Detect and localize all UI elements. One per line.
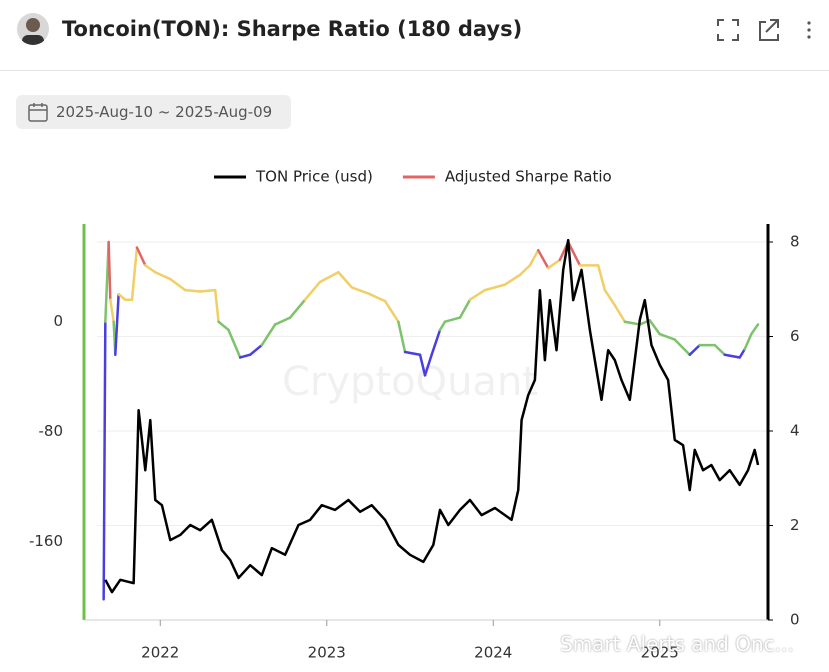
sharpe-segment xyxy=(130,246,139,301)
sharpe-segment xyxy=(107,240,112,301)
date-range-text: 2025-Aug-10 ~ 2025-Aug-09 xyxy=(56,103,273,121)
sharpe-segment xyxy=(566,240,582,267)
avatar xyxy=(17,13,49,45)
sharpe-segment xyxy=(468,288,487,301)
sharpe-segment xyxy=(238,353,252,359)
sharpe-segment xyxy=(318,270,340,284)
open-icon[interactable] xyxy=(759,19,779,41)
sharpe-segment xyxy=(603,288,617,307)
sharpe-segment xyxy=(303,280,322,301)
sharpe-segment xyxy=(273,316,292,326)
sharpe-segment xyxy=(109,298,115,323)
sharpe-segment xyxy=(144,264,157,274)
sharpe-segment xyxy=(438,320,447,332)
sharpe-segment xyxy=(418,353,427,377)
x-tick-label: 2022 xyxy=(141,644,179,662)
sharpe-segment xyxy=(546,258,562,270)
sharpe-segment xyxy=(536,248,550,270)
calendar-icon xyxy=(28,103,48,122)
sharpe-segment xyxy=(154,270,172,281)
date-range[interactable]: 2025-Aug-10 ~ 2025-Aug-09 xyxy=(16,95,291,129)
y2-tick-label: 2 xyxy=(790,516,800,534)
sharpe-segment xyxy=(658,332,677,341)
sharpe-segment xyxy=(443,316,462,323)
sharpe-segment xyxy=(383,299,400,323)
watermark: CryptoQuant xyxy=(282,359,538,405)
y2-tick-label: 4 xyxy=(790,422,800,440)
sharpe-segment xyxy=(613,303,627,323)
x-tick-label: 2024 xyxy=(474,644,512,662)
sharpe-segment xyxy=(673,338,691,356)
sharpe-segment xyxy=(248,343,264,356)
legend-label: TON Price (usd) xyxy=(255,168,373,186)
y2-tick-label: 0 xyxy=(790,611,800,629)
sharpe-segment xyxy=(750,323,760,336)
sharpe-segment xyxy=(483,283,507,292)
sharpe-segment xyxy=(743,332,753,351)
sharpe-segment xyxy=(738,347,746,359)
header: Toncoin(TON): Sharpe Ratio (180 days) xyxy=(0,0,829,71)
sharpe-segment xyxy=(648,319,662,336)
sharpe-segment xyxy=(430,328,442,356)
x-tick-label: 2023 xyxy=(308,644,346,662)
sharpe-segment xyxy=(723,353,741,359)
sharpe-segment xyxy=(596,264,607,292)
toolbar[interactable] xyxy=(716,18,826,44)
sharpe-segment xyxy=(183,288,202,293)
legend-label: Adjusted Sharpe Ratio xyxy=(445,168,612,186)
sharpe-segment xyxy=(102,320,107,601)
title: Toncoin(TON): Sharpe Ratio (180 days) xyxy=(62,17,523,41)
sharpe-segment xyxy=(288,298,307,319)
sharpe-segment xyxy=(169,277,187,292)
avatar-icon xyxy=(22,18,44,45)
sharpe-segment xyxy=(403,350,422,356)
sharpe-segment xyxy=(458,298,472,319)
sharpe-segment xyxy=(114,292,120,356)
sharpe-segment xyxy=(623,320,642,326)
sharpe-segment xyxy=(117,292,127,301)
price-line xyxy=(104,238,760,594)
y-tick-label: 0 xyxy=(53,312,63,330)
sharpe-segment xyxy=(528,248,540,267)
y-tick-label: -160 xyxy=(29,532,63,550)
sharpe-segment xyxy=(503,273,522,286)
sharpe-segment xyxy=(397,320,407,354)
sharpe-segment xyxy=(135,246,147,267)
sharpe-segment xyxy=(217,320,230,332)
sharpe-segment xyxy=(688,343,701,356)
y2-tick-label: 6 xyxy=(790,327,800,345)
y2-tick-label: 8 xyxy=(790,233,800,251)
sharpe-segment xyxy=(713,343,726,356)
sharpe-segment xyxy=(518,264,532,277)
sharpe-segment xyxy=(198,288,217,293)
sharpe-segment xyxy=(260,323,277,347)
x-tick-label: 2025 xyxy=(641,644,679,662)
fullscreen-icon[interactable] xyxy=(717,19,739,41)
sharpe-segment xyxy=(423,353,433,377)
sharpe-segment xyxy=(337,270,353,289)
chart: CryptoQuant 0 2 4 6 8 0 -80 -160 2022 2023 2024 202… xyxy=(29,168,800,662)
y-tick-label: -80 xyxy=(39,422,64,440)
sharpe-segment xyxy=(350,286,372,296)
overlay-text: Smart Alerts and Onc... xyxy=(560,632,794,656)
sharpe-segment xyxy=(227,328,242,359)
sharpe-segment xyxy=(213,288,220,323)
sharpe-segment xyxy=(368,292,387,303)
